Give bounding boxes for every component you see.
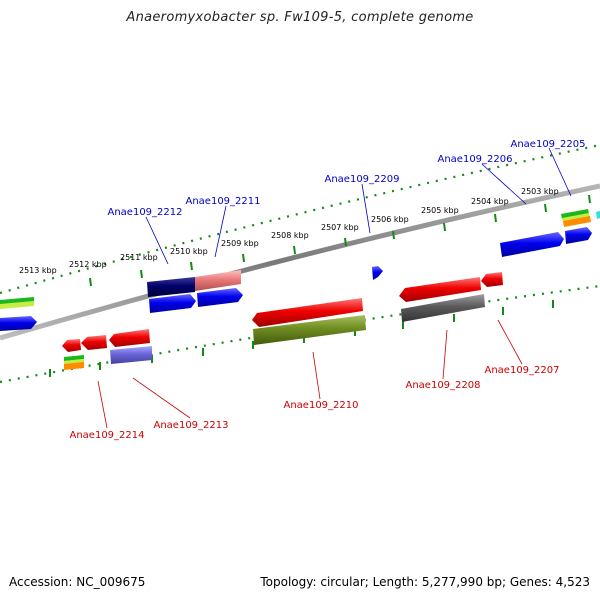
gene-arrow[interactable] <box>372 266 383 280</box>
gene-arrow[interactable] <box>64 362 84 370</box>
gene-arrow[interactable] <box>562 213 590 222</box>
gene-arrow[interactable] <box>399 277 481 302</box>
scale-dotted-line-top <box>0 143 600 295</box>
gene-label-anae109-2212[interactable]: Anae109_2212 <box>108 207 183 218</box>
gene-label-anae109-2206[interactable]: Anae109_2206 <box>438 154 513 165</box>
gene-arrow[interactable] <box>81 335 107 350</box>
gene-arrow[interactable] <box>481 272 503 287</box>
kbp-label-2504: 2504 kbp <box>471 197 509 206</box>
kbp-label-2510: 2510 kbp <box>170 247 208 256</box>
kbp-label-2513: 2513 kbp <box>19 266 57 275</box>
gene-label-anae109-2213[interactable]: Anae109_2213 <box>154 420 229 431</box>
gene-arrow[interactable] <box>563 216 591 227</box>
kbp-label-2507: 2507 kbp <box>321 223 359 232</box>
gene-arrow[interactable] <box>500 232 564 257</box>
gene-arrow[interactable] <box>252 298 363 327</box>
gene-arrows-reverse <box>62 272 503 370</box>
genome-backbone <box>0 183 600 341</box>
scale-ticks-top <box>89 194 591 287</box>
accession-label: Accession: NC_009675 <box>9 575 146 589</box>
gene-arrow[interactable] <box>109 329 150 347</box>
gene-arrow[interactable] <box>401 294 485 322</box>
gene-arrow[interactable] <box>197 288 243 307</box>
gene-arrow[interactable] <box>565 227 592 244</box>
gene-arrow[interactable] <box>253 315 366 345</box>
gene-arrow[interactable] <box>149 294 196 313</box>
gene-label-anae109-2214[interactable]: Anae109_2214 <box>70 430 145 441</box>
topology-label: Topology: circular; Length: 5,277,990 bp… <box>260 575 590 589</box>
gene-label-anae109-2208[interactable]: Anae109_2208 <box>406 380 481 391</box>
kbp-label-2505: 2505 kbp <box>421 206 459 215</box>
gene-arrow[interactable] <box>596 211 600 219</box>
kbp-label-2506: 2506 kbp <box>371 215 409 224</box>
kbp-label-2503: 2503 kbp <box>521 187 559 196</box>
gene-arrows-forward <box>0 209 600 331</box>
callout-lines-top <box>145 147 572 265</box>
gene-arrow[interactable] <box>0 301 34 309</box>
gene-arrow[interactable] <box>147 277 195 297</box>
kbp-label-2512: 2512 kbp <box>69 260 107 269</box>
kbp-label-2511: 2511 kbp <box>120 253 158 262</box>
kbp-label-2509: 2509 kbp <box>221 239 259 248</box>
gene-arrow[interactable] <box>561 209 589 219</box>
gene-label-anae109-2209[interactable]: Anae109_2209 <box>325 174 400 185</box>
gene-arrow[interactable] <box>0 297 34 305</box>
gene-arrow[interactable] <box>62 339 81 352</box>
callout-lines-bottom <box>97 319 523 429</box>
gene-arrow[interactable] <box>110 346 152 364</box>
genome-title: Anaeromyxobacter sp. Fw109-5, complete g… <box>126 10 474 25</box>
gene-label-anae109-2207[interactable]: Anae109_2207 <box>485 365 560 376</box>
gene-arrow[interactable] <box>195 270 241 291</box>
gene-arrow[interactable] <box>0 316 37 331</box>
gene-label-anae109-2211[interactable]: Anae109_2211 <box>186 196 261 207</box>
gene-label-anae109-2205[interactable]: Anae109_2205 <box>511 139 586 150</box>
kbp-label-2508: 2508 kbp <box>271 231 309 240</box>
scale-dotted-line-bottom <box>0 284 600 384</box>
gene-label-anae109-2210[interactable]: Anae109_2210 <box>284 400 359 411</box>
